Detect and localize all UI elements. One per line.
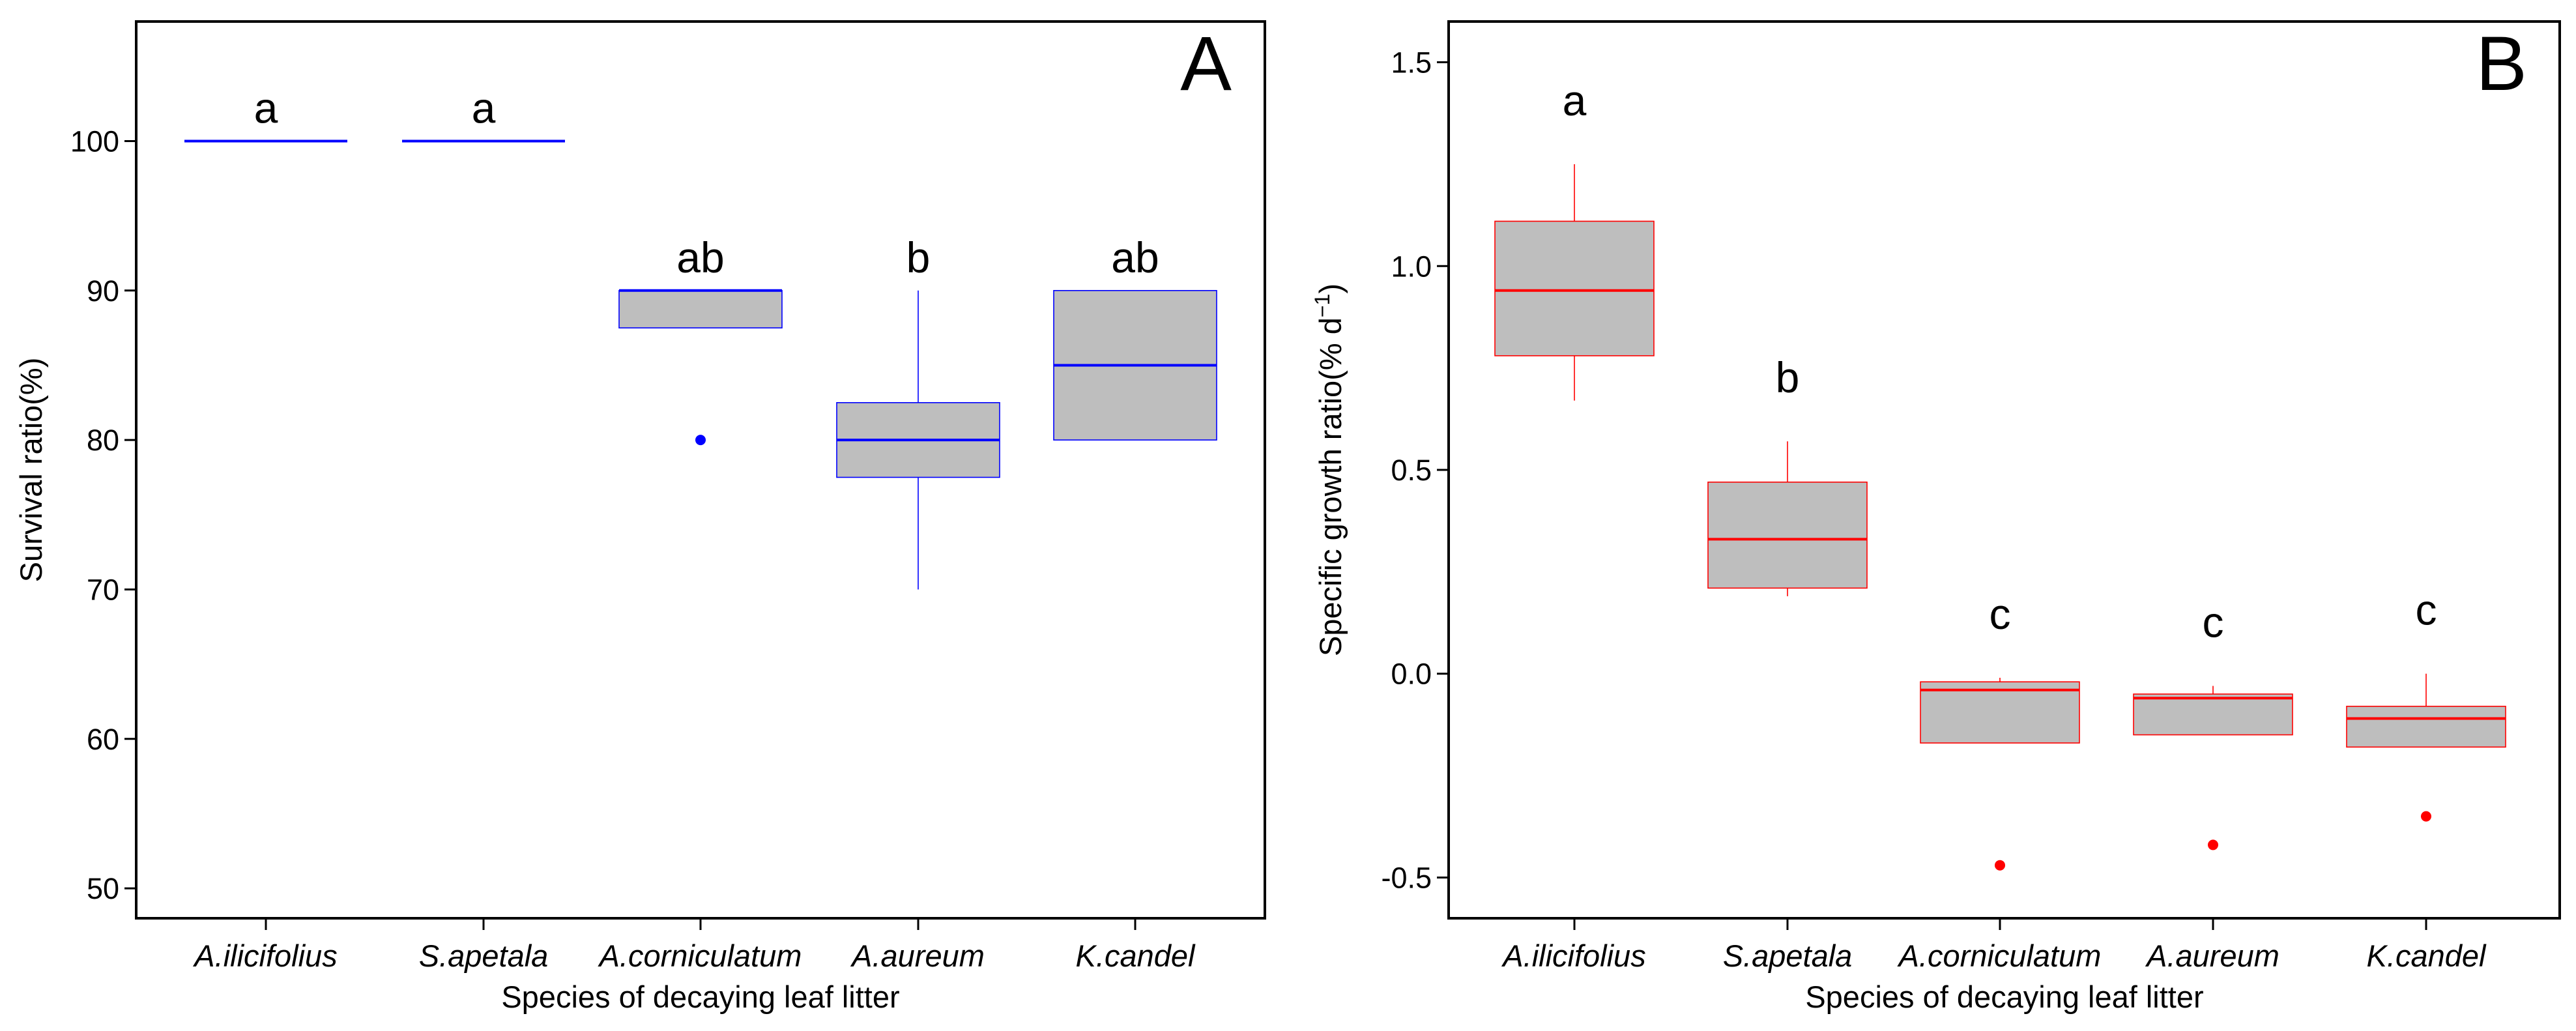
significance-letters: a a ab b ab: [254, 83, 1159, 281]
y-axis-title: Survival ratio(%): [14, 358, 48, 583]
significance-letter: b: [906, 233, 931, 282]
y-axis-title-main: Specific growth ratio(% d: [1313, 317, 1348, 656]
y-tick-label: 60: [87, 723, 119, 756]
x-axis: A.ilicifolius S.apetala A.corniculatum A.au…: [192, 918, 1196, 973]
x-tick-label: K.candel: [1076, 938, 1196, 973]
significance-letter: b: [1776, 353, 1800, 401]
box-body: [2346, 705, 2506, 748]
significance-letter: c: [1990, 590, 2011, 638]
box-plot: [1053, 289, 1217, 441]
box-body: [2133, 693, 2293, 736]
x-tick-label: A.aureum: [850, 938, 985, 973]
y-tick-label: 50: [87, 872, 119, 905]
significance-letter: c: [2416, 586, 2437, 634]
significance-letter: a: [254, 83, 278, 132]
y-tick-label: 100: [70, 124, 119, 158]
x-axis-title: Species of decaying leaf litter: [501, 980, 899, 1014]
box-plot: [2133, 686, 2293, 850]
x-tick-label: A.corniculatum: [1897, 938, 2102, 973]
y-tick-label: 0.5: [1391, 454, 1432, 487]
x-tick-label: A.ilicifolius: [1501, 938, 1645, 973]
significance-letter: ab: [676, 233, 724, 282]
significance-letter: ab: [1111, 233, 1159, 282]
y-tick-label: 1.5: [1391, 46, 1432, 80]
outlier-point: [2421, 811, 2431, 822]
y-axis-title: Specific growth ratio(% d−1): [1310, 283, 1348, 656]
box-body: [1494, 220, 1655, 356]
y-tick-label: 0.0: [1391, 658, 1432, 691]
y-axis: -0.5 0.0 0.5 1.0 1.5: [1381, 46, 1449, 894]
significance-letter: c: [2203, 598, 2224, 646]
y-tick-label: 90: [87, 274, 119, 308]
y-tick-label: -0.5: [1381, 861, 1432, 894]
box-body: [618, 289, 783, 328]
y-tick-label: 1.0: [1391, 250, 1432, 283]
x-tick-label: A.aureum: [2145, 938, 2279, 973]
plot-frame: [135, 20, 1266, 920]
outlier-point: [2208, 839, 2218, 850]
box-plot: [1707, 441, 1868, 596]
box-series: [1494, 164, 2506, 871]
x-tick-label: A.ilicifolius: [192, 938, 337, 973]
box-plot: [1920, 677, 2080, 871]
panel-b: -0.50.00.51.01.5 A.ilicifolius S.apetala A…: [1310, 20, 2561, 1014]
outlier-point: [1995, 860, 2005, 871]
y-axis-title-superscript: −1: [1310, 294, 1334, 317]
box-body: [1920, 681, 2080, 744]
panel-a: 50 60 70 80 90 100 A.ilicifolius S.apetala A.co…: [14, 20, 1266, 1014]
x-tick-label: A.corniculatum: [598, 938, 802, 973]
box-plot: [836, 290, 1000, 590]
significance-letters: a b c c c: [1563, 76, 2437, 646]
y-axis: 50 60 70 80 90 100: [70, 124, 136, 905]
x-axis-title: Species of decaying leaf litter: [1805, 980, 2203, 1014]
box-plot: [618, 289, 783, 446]
box-body: [1707, 481, 1868, 589]
panel-label: A: [1180, 21, 1232, 107]
box-plot: [2346, 673, 2506, 822]
x-axis: A.ilicifolius S.apetala A.corniculatum A.au…: [1501, 918, 2487, 973]
significance-letter: a: [472, 83, 496, 132]
y-axis-title-end: ): [1313, 283, 1348, 294]
plot-frame: [1447, 20, 2561, 920]
box-plot: [1494, 164, 1655, 401]
panel-label: B: [2476, 21, 2527, 107]
outlier-point: [695, 435, 706, 446]
y-tick-label: 80: [87, 424, 119, 457]
significance-letter: a: [1563, 76, 1587, 124]
y-tick-label: 70: [87, 573, 119, 606]
box-series: [184, 139, 1217, 590]
x-tick-label: S.apetala: [1723, 938, 1853, 973]
x-tick-label: S.apetala: [419, 938, 549, 973]
x-tick-label: K.candel: [2367, 938, 2487, 973]
